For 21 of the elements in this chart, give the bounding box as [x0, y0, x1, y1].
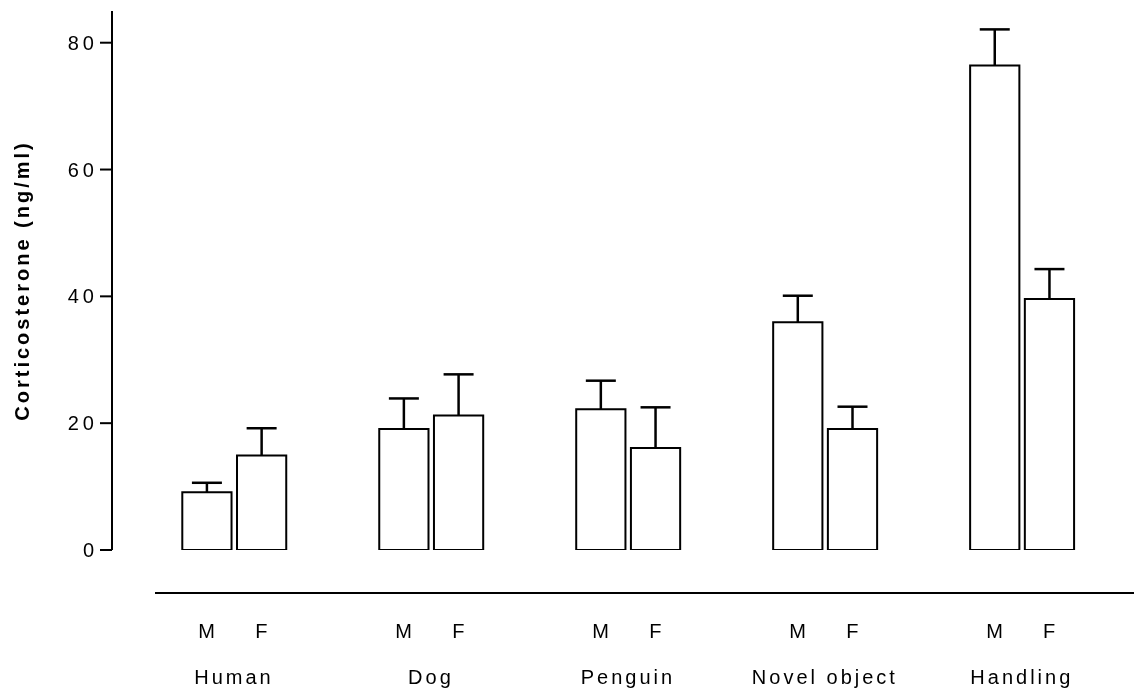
x-tick-label: F	[452, 620, 465, 642]
text: Penguin	[580, 666, 676, 688]
x-tick-label: F	[255, 620, 268, 642]
y-tick-label: 20	[67, 412, 98, 435]
x-tick-label: M	[592, 620, 609, 642]
x-tick-label: F	[649, 620, 662, 642]
y-tick-label: 40	[67, 285, 98, 308]
text: Human	[194, 666, 274, 688]
y-tick-label: 60	[67, 158, 98, 181]
y-tick-label: 0	[82, 539, 98, 562]
x-tick-label: F	[846, 620, 859, 642]
text: Dog	[408, 666, 454, 688]
x-tick-label: M	[198, 620, 215, 642]
text: Handling	[970, 666, 1074, 688]
x-tick-label: M	[395, 620, 412, 642]
x-tick-label: M	[789, 620, 806, 642]
text: Novel object	[751, 666, 898, 688]
x-tick-label: F	[1043, 620, 1056, 642]
y-axis-title: Corticosterone (ng/ml)	[11, 140, 34, 421]
x-tick-label: M	[986, 620, 1003, 642]
y-tick-label: 80	[67, 31, 98, 54]
